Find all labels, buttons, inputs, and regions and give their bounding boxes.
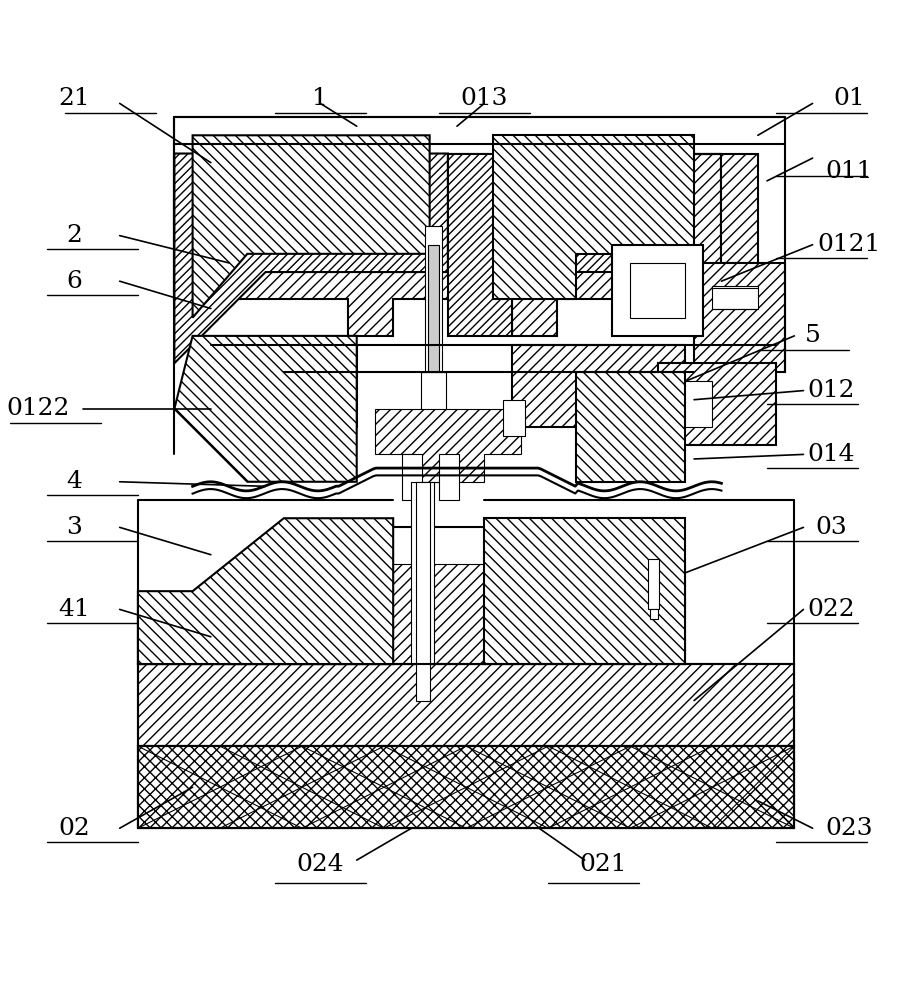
- Text: 023: 023: [825, 817, 873, 840]
- Bar: [502, 400, 526, 436]
- Bar: [612, 245, 703, 336]
- Text: 41: 41: [58, 598, 89, 621]
- Text: 014: 014: [807, 443, 855, 466]
- Text: 0121: 0121: [818, 233, 881, 256]
- Text: 012: 012: [807, 379, 855, 402]
- Text: 022: 022: [807, 598, 855, 621]
- Text: 03: 03: [815, 516, 846, 539]
- Text: 01: 01: [833, 87, 865, 110]
- Text: 021: 021: [579, 853, 627, 876]
- Bar: [416, 482, 430, 701]
- Bar: [425, 226, 442, 427]
- Bar: [439, 454, 459, 500]
- Text: 011: 011: [825, 160, 873, 183]
- Text: 024: 024: [297, 853, 344, 876]
- Polygon shape: [229, 345, 357, 427]
- Polygon shape: [229, 527, 685, 664]
- Bar: [676, 381, 713, 427]
- Bar: [585, 400, 608, 436]
- Text: 1: 1: [313, 87, 328, 110]
- Polygon shape: [493, 135, 694, 299]
- Text: 4: 4: [66, 470, 82, 493]
- Polygon shape: [138, 664, 795, 746]
- Polygon shape: [138, 518, 393, 664]
- Bar: [648, 559, 659, 609]
- Text: 3: 3: [66, 516, 82, 539]
- Bar: [650, 609, 657, 619]
- Polygon shape: [138, 746, 795, 828]
- Bar: [420, 372, 446, 482]
- Polygon shape: [694, 263, 786, 372]
- Text: 2: 2: [66, 224, 82, 247]
- Text: 013: 013: [461, 87, 508, 110]
- Polygon shape: [174, 154, 448, 363]
- Polygon shape: [174, 336, 357, 482]
- Polygon shape: [174, 154, 721, 336]
- Text: 02: 02: [58, 817, 90, 840]
- Polygon shape: [512, 345, 685, 427]
- Bar: [402, 454, 422, 500]
- Polygon shape: [448, 154, 667, 336]
- Polygon shape: [375, 409, 521, 482]
- Polygon shape: [667, 154, 758, 263]
- Text: 5: 5: [805, 324, 821, 347]
- Polygon shape: [484, 518, 685, 664]
- Text: 0122: 0122: [6, 397, 69, 420]
- Bar: [713, 286, 758, 309]
- Polygon shape: [193, 135, 430, 318]
- Bar: [411, 482, 434, 664]
- Bar: [631, 263, 685, 318]
- Polygon shape: [375, 527, 484, 564]
- Polygon shape: [138, 746, 795, 828]
- Bar: [428, 245, 439, 409]
- Text: 6: 6: [66, 270, 82, 293]
- Polygon shape: [657, 363, 776, 445]
- Text: 21: 21: [58, 87, 89, 110]
- Polygon shape: [575, 372, 685, 482]
